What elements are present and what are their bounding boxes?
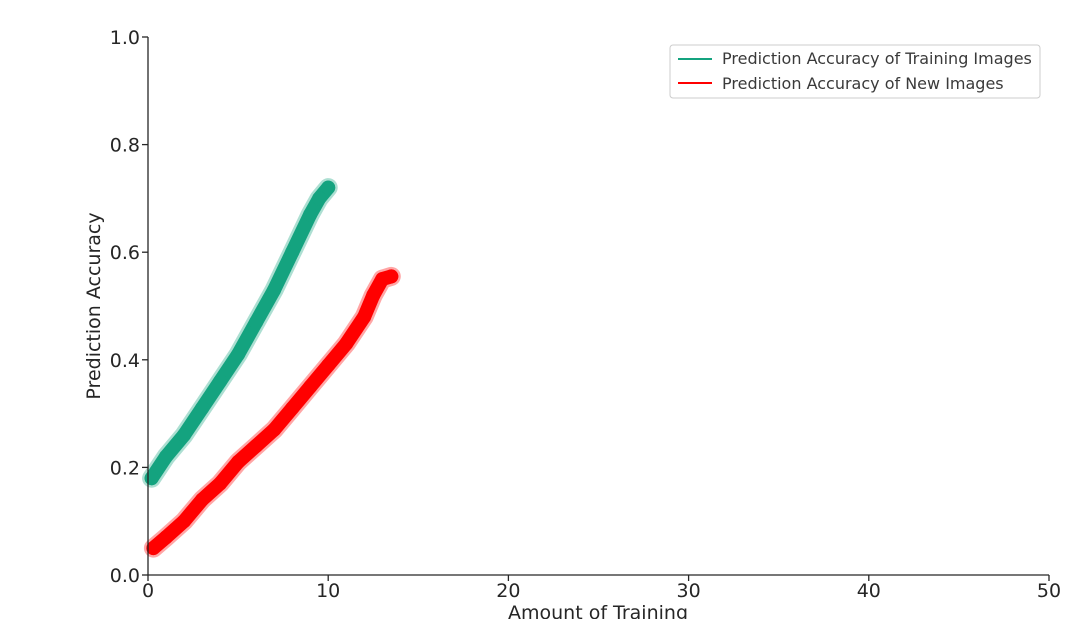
legend-label-training: Prediction Accuracy of Training Images: [722, 49, 1032, 68]
x-tick-label: 30: [677, 580, 701, 602]
series-0-point: [312, 191, 327, 206]
axes: [147, 37, 1049, 576]
x-tick-label: 50: [1037, 580, 1061, 602]
y-tick-label: 1.0: [110, 27, 140, 49]
x-ticks: 0 10 20 30 40 50: [142, 575, 1061, 602]
series-1-point: [177, 514, 191, 529]
series-1-point: [146, 541, 161, 556]
series-0-point: [267, 282, 282, 297]
series-line-1: [146, 269, 399, 556]
y-tick-label: 0.0: [110, 565, 140, 587]
series-0-point: [231, 347, 246, 362]
series-0-point: [285, 245, 300, 260]
series-1-point: [285, 401, 300, 416]
y-axis-label: Prediction Accuracy: [83, 212, 105, 399]
series-0-point: [303, 207, 318, 222]
series-0-point: [195, 401, 210, 416]
series-1-point: [195, 492, 210, 507]
y-tick-label: 0.2: [110, 457, 140, 479]
series-1-point: [249, 438, 264, 453]
x-tick-label: 20: [496, 580, 520, 602]
series-layer: [142, 178, 401, 558]
x-axis-label: Amount of Training: [508, 602, 688, 619]
legend: Prediction Accuracy of Training Images P…: [669, 44, 1041, 99]
series-0-point: [213, 374, 228, 389]
legend-box: [669, 44, 1041, 99]
y-tick-label: 0.6: [110, 242, 140, 264]
series-1-point: [339, 336, 354, 351]
series-1-point: [366, 288, 381, 303]
series-1-point: [267, 422, 282, 437]
series-1-point: [213, 476, 228, 491]
x-tick-label: 40: [857, 580, 881, 602]
x-tick-label: 10: [316, 580, 340, 602]
series-0-point: [177, 428, 191, 443]
y-tick-label: 0.8: [110, 135, 140, 157]
x-tick-label: 0: [142, 580, 154, 602]
series-1-point: [321, 358, 336, 373]
series-0-point: [144, 471, 159, 486]
series-1-point: [159, 530, 173, 545]
series-0-point: [249, 315, 264, 330]
y-tick-label: 0.4: [110, 350, 140, 372]
series-0-point: [321, 180, 336, 195]
series-1-point: [384, 269, 399, 284]
y-ticks: 0.0 0.2 0.4 0.6 0.8 1.0: [110, 27, 148, 587]
series-0-point: [159, 449, 173, 464]
series-1-point: [231, 455, 246, 469]
series-1-point: [303, 379, 318, 394]
series-1-point: [357, 309, 372, 324]
legend-label-new: Prediction Accuracy of New Images: [722, 74, 1004, 93]
